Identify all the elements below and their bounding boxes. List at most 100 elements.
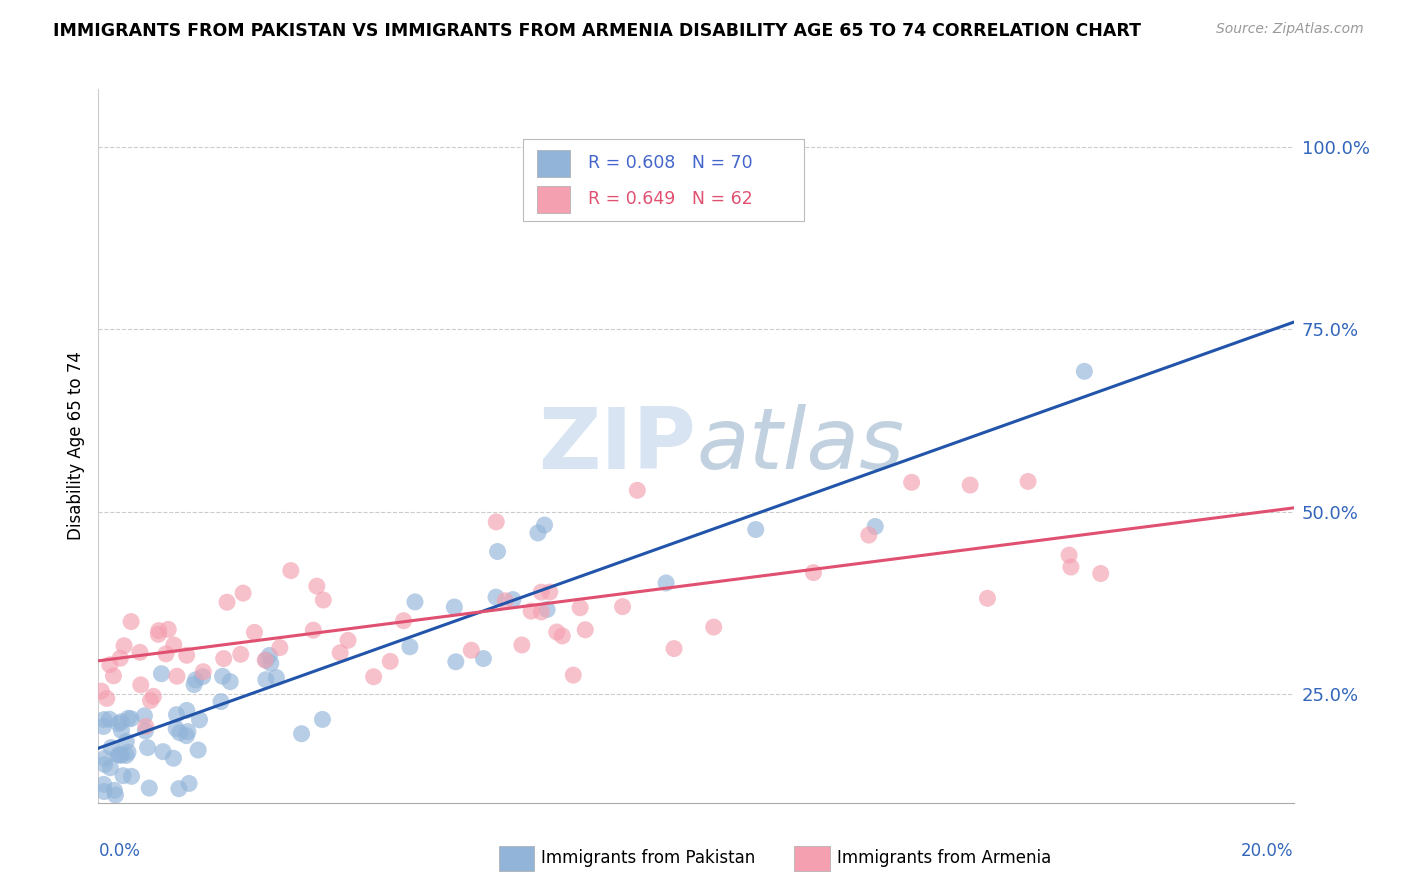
Point <box>900 475 922 490</box>
Point <box>138 780 160 795</box>
Point <box>112 769 135 783</box>
Text: Immigrants from Armenia: Immigrants from Armenia <box>837 849 1050 867</box>
Point <box>187 743 209 757</box>
Point <box>142 690 165 704</box>
Point <box>486 544 509 558</box>
Text: Source: ZipAtlas.com: Source: ZipAtlas.com <box>1216 22 1364 37</box>
Point <box>93 777 115 791</box>
Text: Immigrants from Pakistan: Immigrants from Pakistan <box>541 849 755 867</box>
Point <box>129 645 152 659</box>
Text: R = 0.608   N = 70: R = 0.608 N = 70 <box>589 154 754 172</box>
Point <box>148 627 170 641</box>
Point <box>380 654 402 668</box>
Point <box>100 740 122 755</box>
Point <box>1057 548 1080 562</box>
Point <box>115 748 138 763</box>
Point <box>662 641 685 656</box>
Point <box>107 716 129 731</box>
Point <box>1073 364 1095 378</box>
Point <box>305 579 328 593</box>
Point <box>93 784 115 798</box>
Point <box>90 684 112 698</box>
Point <box>363 670 385 684</box>
Point <box>166 669 188 683</box>
Point <box>152 745 174 759</box>
Point <box>703 620 725 634</box>
Point <box>177 724 200 739</box>
Point <box>745 523 768 537</box>
Point <box>115 734 138 748</box>
Point <box>165 722 187 736</box>
Point <box>107 747 129 762</box>
Point <box>136 740 159 755</box>
Point <box>392 614 415 628</box>
Point <box>502 592 524 607</box>
Point <box>188 713 211 727</box>
Point <box>184 673 207 687</box>
Point <box>110 748 132 763</box>
Point <box>112 639 135 653</box>
Bar <box>537 150 571 177</box>
Point <box>176 703 198 717</box>
Point <box>93 757 115 772</box>
Point <box>460 643 482 657</box>
Y-axis label: Disability Age 65 to 74: Disability Age 65 to 74 <box>66 351 84 541</box>
Point <box>229 647 252 661</box>
Point <box>485 515 508 529</box>
Point <box>533 518 555 533</box>
Point <box>162 751 184 765</box>
Point <box>329 646 352 660</box>
Point <box>183 677 205 691</box>
Point <box>94 751 117 765</box>
Point <box>626 483 648 498</box>
Point <box>569 600 592 615</box>
Point <box>546 625 568 640</box>
Point <box>290 727 312 741</box>
Point <box>399 640 422 654</box>
Point <box>280 564 302 578</box>
Point <box>209 695 232 709</box>
Point <box>266 671 288 685</box>
Point <box>404 595 426 609</box>
Point <box>337 633 360 648</box>
Point <box>269 640 291 655</box>
Point <box>155 647 177 661</box>
Point <box>530 605 553 619</box>
Point <box>655 576 678 591</box>
Point <box>103 783 125 797</box>
Point <box>98 761 121 775</box>
Point <box>865 519 887 533</box>
Text: IMMIGRANTS FROM PAKISTAN VS IMMIGRANTS FROM ARMENIA DISABILITY AGE 65 TO 74 CORR: IMMIGRANTS FROM PAKISTAN VS IMMIGRANTS F… <box>53 22 1142 40</box>
Point <box>110 651 132 665</box>
Point <box>574 623 596 637</box>
Point <box>191 670 214 684</box>
Point <box>104 788 127 802</box>
Point <box>485 590 508 604</box>
Point <box>120 615 142 629</box>
Point <box>120 712 142 726</box>
Point <box>98 712 121 726</box>
Point <box>959 478 981 492</box>
Text: ZIP: ZIP <box>538 404 696 488</box>
Point <box>254 653 277 667</box>
FancyBboxPatch shape <box>523 139 804 221</box>
Point <box>176 729 198 743</box>
Point <box>98 657 121 672</box>
Point <box>259 648 281 663</box>
Text: 20.0%: 20.0% <box>1241 842 1294 860</box>
Point <box>110 714 132 729</box>
Point <box>117 711 139 725</box>
Point <box>311 713 333 727</box>
Point <box>260 657 283 671</box>
Point <box>602 162 624 177</box>
Point <box>494 594 516 608</box>
Point <box>129 678 152 692</box>
Text: R = 0.649   N = 62: R = 0.649 N = 62 <box>589 190 754 208</box>
Point <box>163 638 186 652</box>
Point <box>96 691 118 706</box>
Point <box>472 651 495 665</box>
Point <box>302 623 325 637</box>
Point <box>444 655 467 669</box>
Point <box>177 776 200 790</box>
Point <box>167 781 190 796</box>
